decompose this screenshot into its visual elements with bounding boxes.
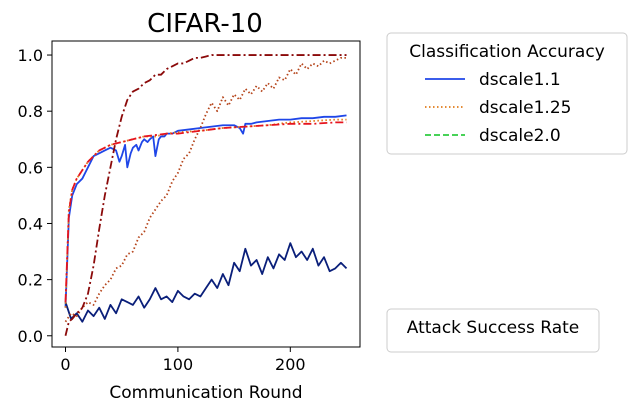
legend-accuracy-entries: dscale1.1 dscale1.25 dscale2.0	[425, 70, 571, 146]
plot-area	[64, 54, 348, 336]
plot-frame	[51, 40, 361, 348]
series-line-5	[64, 54, 347, 336]
series-line-3	[64, 56, 347, 323]
x-tick-label: 100	[163, 355, 194, 374]
legend-attack-title: Attack Success Rate	[407, 318, 580, 338]
y-tick-label: 0.8	[18, 102, 43, 121]
legend-label: dscale1.25	[479, 98, 571, 118]
x-tick-label: 200	[275, 355, 306, 374]
chart-title: CIFAR-10	[147, 9, 263, 39]
series-line-0	[64, 114, 347, 308]
legend-accuracy: Classification Accuracy dscale1.1dscale1…	[386, 32, 628, 155]
series-line-1	[64, 242, 348, 323]
axes: 0 100 200 0.0 0.2 0.4 0.6 0.8 1.0	[18, 46, 306, 374]
legend-accuracy-frame	[386, 32, 628, 155]
y-tick-label: 0.0	[18, 327, 43, 346]
legend-accuracy-title: Classification Accuracy	[409, 42, 605, 62]
series-line-2	[64, 118, 347, 308]
y-tick-label: 0.2	[18, 271, 43, 290]
x-axis-label: Communication Round	[109, 383, 302, 403]
y-tick-label: 0.6	[18, 158, 43, 177]
y-tick-label: 0.4	[18, 214, 43, 233]
y-tick-label: 1.0	[18, 46, 43, 65]
legend-attack: Attack Success Rate	[386, 308, 600, 353]
legend-attack-frame	[386, 308, 600, 353]
x-tick-label: 0	[60, 355, 70, 374]
legend-label: dscale2.0	[479, 126, 561, 146]
legend-label: dscale1.1	[479, 70, 561, 90]
series-line-4	[64, 121, 347, 303]
